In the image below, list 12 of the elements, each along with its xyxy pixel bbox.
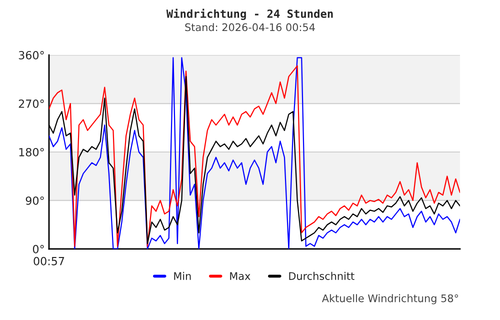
y-tick-label: 270° [18, 99, 44, 108]
text: Aktuelle Windrichtung 58° [322, 294, 458, 304]
chart-subtitle: Stand: 2026-04-16 00:54 [185, 23, 315, 32]
y-tick-label: 0° [32, 244, 44, 254]
legend-label: Max [230, 272, 250, 280]
legend-label: Durchschnitt [289, 272, 354, 280]
chart-title: Windrichtung - 24 Stunden [166, 8, 333, 20]
y-tick-label: 360° [18, 51, 44, 60]
legend-label: Min [174, 272, 191, 280]
text: 00:57 [34, 256, 64, 266]
y-tick-label: 180° [19, 148, 44, 156]
y-tick-label: 90° [26, 196, 44, 205]
